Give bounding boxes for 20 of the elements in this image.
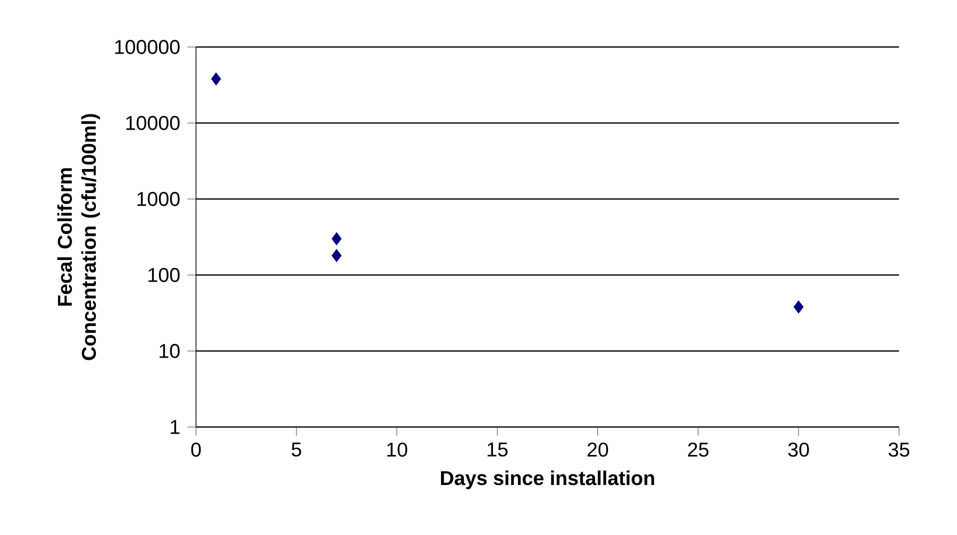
x-tick-label: 35 bbox=[888, 442, 910, 457]
point bbox=[794, 300, 804, 314]
y-tick-label: 1000 bbox=[137, 192, 180, 206]
x-tick-label: 30 bbox=[788, 442, 809, 457]
y-tick-label: 1 bbox=[170, 420, 180, 434]
y-tick-label: 10 bbox=[160, 344, 180, 358]
x-axis-title: Days since installation bbox=[441, 470, 654, 490]
x-tick-label: 5 bbox=[292, 442, 302, 457]
x-tick-label: 25 bbox=[688, 442, 708, 457]
point bbox=[332, 232, 342, 246]
y-axis-title: Fecal Coliform Concentration (cfu/100ml) bbox=[57, 114, 100, 360]
x-tick-label: 20 bbox=[588, 442, 608, 457]
y-tick-label: 100 bbox=[148, 268, 180, 282]
x-tick-label: 10 bbox=[387, 442, 408, 457]
x-tick-label: 0 bbox=[191, 442, 201, 457]
point bbox=[332, 249, 342, 262]
y-tick-label: 100000 bbox=[115, 40, 180, 54]
y-tick-label: 10000 bbox=[126, 116, 180, 130]
point bbox=[211, 72, 221, 86]
x-tick-label: 15 bbox=[488, 442, 508, 457]
